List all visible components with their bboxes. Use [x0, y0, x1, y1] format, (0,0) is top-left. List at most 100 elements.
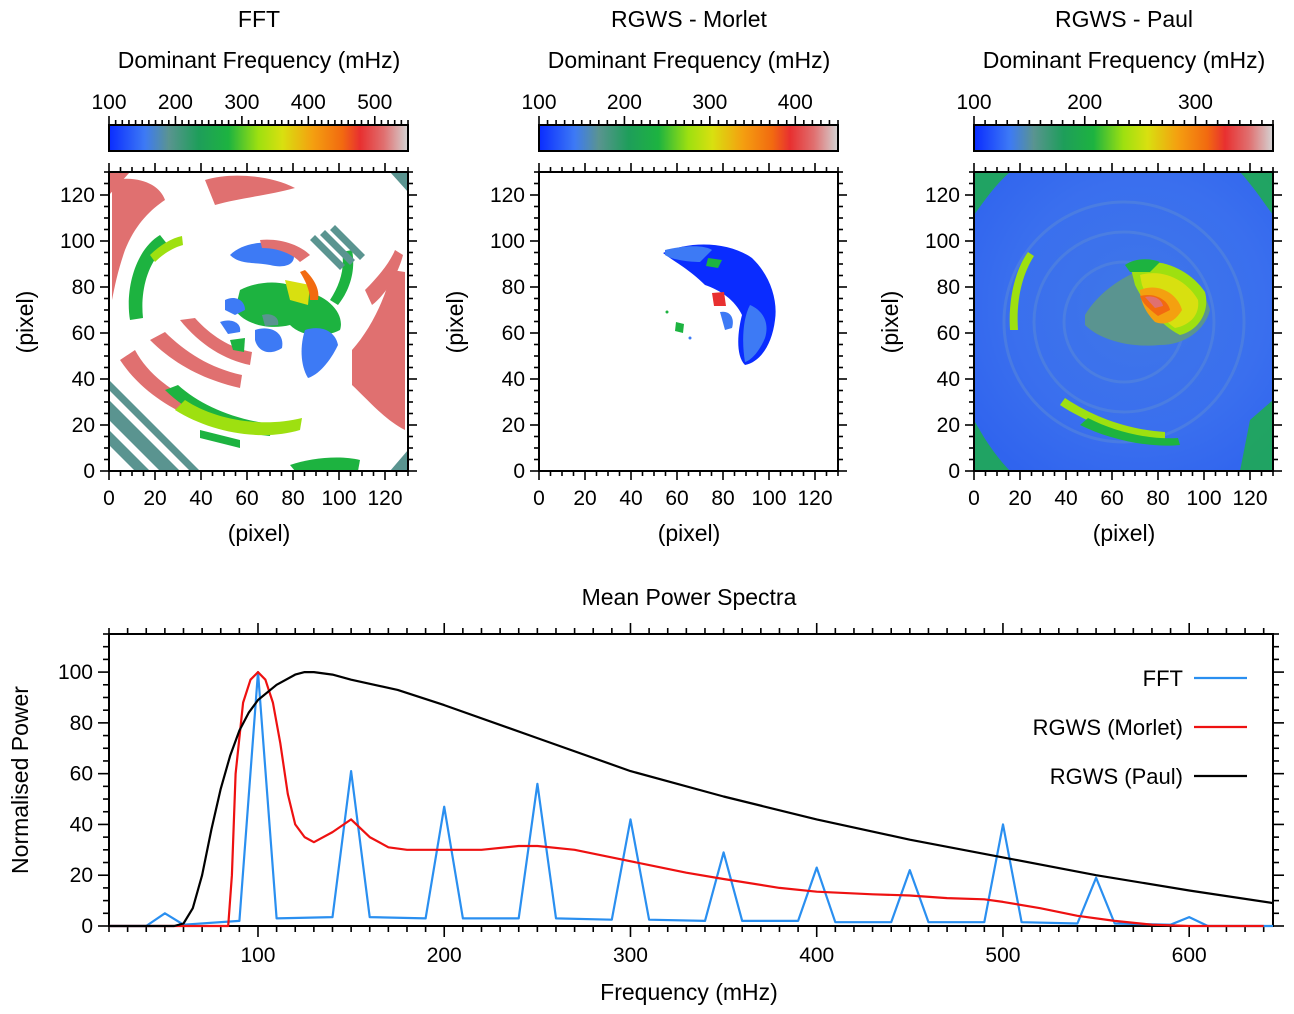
legend-label: RGWS (Paul)	[1050, 764, 1183, 789]
y-tick-label: 100	[925, 230, 960, 253]
y-tick-label: 80	[72, 276, 95, 299]
colorbar-tick-label: 100	[91, 91, 126, 114]
colorbar-tick-label: 500	[357, 91, 392, 114]
x-tick-label: 200	[427, 944, 462, 967]
heatmap-image	[974, 172, 1273, 471]
heatmap-image	[539, 172, 838, 471]
x-axis-label: Frequency (mHz)	[600, 979, 778, 1005]
legend-label: FFT	[1143, 666, 1183, 691]
colorbar-label: Dominant Frequency (mHz)	[548, 47, 830, 73]
colorbar: 100 200 300	[956, 91, 1274, 152]
x-tick-label: 100	[321, 487, 356, 510]
spectra-axes: 100 200 300 400 500 600 0 20 40 60 80 100	[58, 623, 1284, 967]
panel-morlet: RGWS - Morlet Dominant Frequency (mHz) 1…	[442, 6, 847, 546]
y-tick-label: 100	[58, 661, 93, 684]
x-tick-label: 80	[711, 487, 734, 510]
x-axis-label: (pixel)	[228, 520, 291, 546]
colorbar-tick-label: 100	[521, 91, 556, 114]
colorbar-gradient	[538, 124, 839, 152]
x-tick-label: 20	[143, 487, 166, 510]
x-tick-label: 500	[985, 944, 1020, 967]
colorbar: 100 200 300 400 500	[91, 91, 409, 152]
x-tick-label: 20	[573, 487, 596, 510]
colorbar-gradient	[108, 124, 409, 152]
chart-title: Mean Power Spectra	[582, 584, 797, 610]
y-tick-label: 80	[502, 276, 525, 299]
y-tick-label: 20	[937, 414, 960, 437]
y-tick-label: 20	[70, 864, 93, 887]
x-tick-label: 600	[1172, 944, 1207, 967]
x-tick-label: 100	[1186, 487, 1221, 510]
x-tick-label: 20	[1008, 487, 1031, 510]
y-tick-label: 120	[60, 184, 95, 207]
colorbar-tick-label: 300	[692, 91, 727, 114]
x-tick-label: 0	[968, 487, 980, 510]
x-axis-label: (pixel)	[1093, 520, 1156, 546]
x-tick-label: 60	[235, 487, 258, 510]
y-tick-label: 120	[925, 184, 960, 207]
colorbar-tick-label: 300	[1178, 91, 1213, 114]
colorbar-tick-label: 200	[607, 91, 642, 114]
y-axis-label: (pixel)	[877, 291, 903, 354]
x-tick-label: 120	[1232, 487, 1267, 510]
x-tick-label: 60	[1100, 487, 1123, 510]
colorbar-label: Dominant Frequency (mHz)	[118, 47, 400, 73]
spectra-lines	[109, 671, 1274, 928]
x-tick-label: 40	[619, 487, 642, 510]
y-tick-label: 0	[948, 460, 960, 483]
x-tick-label: 0	[103, 487, 115, 510]
y-tick-label: 60	[502, 322, 525, 345]
panel-title: RGWS - Paul	[1055, 6, 1193, 32]
y-tick-label: 0	[81, 915, 93, 938]
heatmap-image	[109, 172, 408, 471]
y-tick-label: 80	[70, 712, 93, 735]
x-tick-label: 60	[665, 487, 688, 510]
legend-label: RGWS (Morlet)	[1033, 715, 1183, 740]
x-tick-label: 80	[1146, 487, 1169, 510]
legend: FFT RGWS (Morlet) RGWS (Paul)	[1033, 666, 1247, 789]
series-morlet-line	[109, 671, 1264, 928]
x-axis-label: (pixel)	[658, 520, 721, 546]
x-tick-label: 120	[797, 487, 832, 510]
x-tick-label: 100	[751, 487, 786, 510]
x-tick-label: 0	[533, 487, 545, 510]
y-tick-label: 20	[502, 414, 525, 437]
colorbar-tick-label: 100	[956, 91, 991, 114]
x-tick-label: 80	[281, 487, 304, 510]
chart-frame	[108, 633, 1274, 927]
y-tick-label: 40	[502, 368, 525, 391]
y-tick-label: 100	[60, 230, 95, 253]
y-tick-label: 60	[937, 322, 960, 345]
x-tick-label: 400	[799, 944, 834, 967]
y-tick-label: 0	[513, 460, 525, 483]
spectra-chart: Mean Power Spectra 100 200 300 400 500 600 0 20…	[7, 584, 1284, 1005]
y-tick-label: 20	[72, 414, 95, 437]
y-tick-label: 40	[937, 368, 960, 391]
y-tick-label: 0	[83, 460, 95, 483]
panel-fft: FFT Dominant Frequency (mHz) 100 200 300 40…	[12, 6, 417, 546]
x-tick-label: 40	[1054, 487, 1077, 510]
y-axis-label: (pixel)	[12, 291, 38, 354]
panel-paul: RGWS - Paul Dominant Frequency (mHz) 100…	[877, 6, 1282, 546]
y-tick-label: 60	[70, 763, 93, 786]
series-paul-line	[109, 671, 1274, 928]
colorbar-tick-label: 200	[1067, 91, 1102, 114]
x-tick-label: 120	[367, 487, 402, 510]
colorbar-tick-label: 200	[158, 91, 193, 114]
x-tick-label: 40	[189, 487, 212, 510]
y-tick-label: 40	[72, 368, 95, 391]
colorbar-tick-label: 400	[778, 91, 813, 114]
panel-title: FFT	[238, 6, 280, 32]
y-axis-label: Normalised Power	[7, 686, 33, 874]
y-tick-label: 120	[490, 184, 525, 207]
x-tick-label: 100	[240, 944, 275, 967]
series-fft-line	[109, 671, 1273, 928]
x-tick-label: 300	[613, 944, 648, 967]
y-tick-label: 80	[937, 276, 960, 299]
y-tick-label: 40	[70, 813, 93, 836]
colorbar-tick-label: 400	[291, 91, 326, 114]
colorbar-gradient	[973, 124, 1274, 152]
y-tick-label: 100	[490, 230, 525, 253]
y-axis-label: (pixel)	[442, 291, 468, 354]
